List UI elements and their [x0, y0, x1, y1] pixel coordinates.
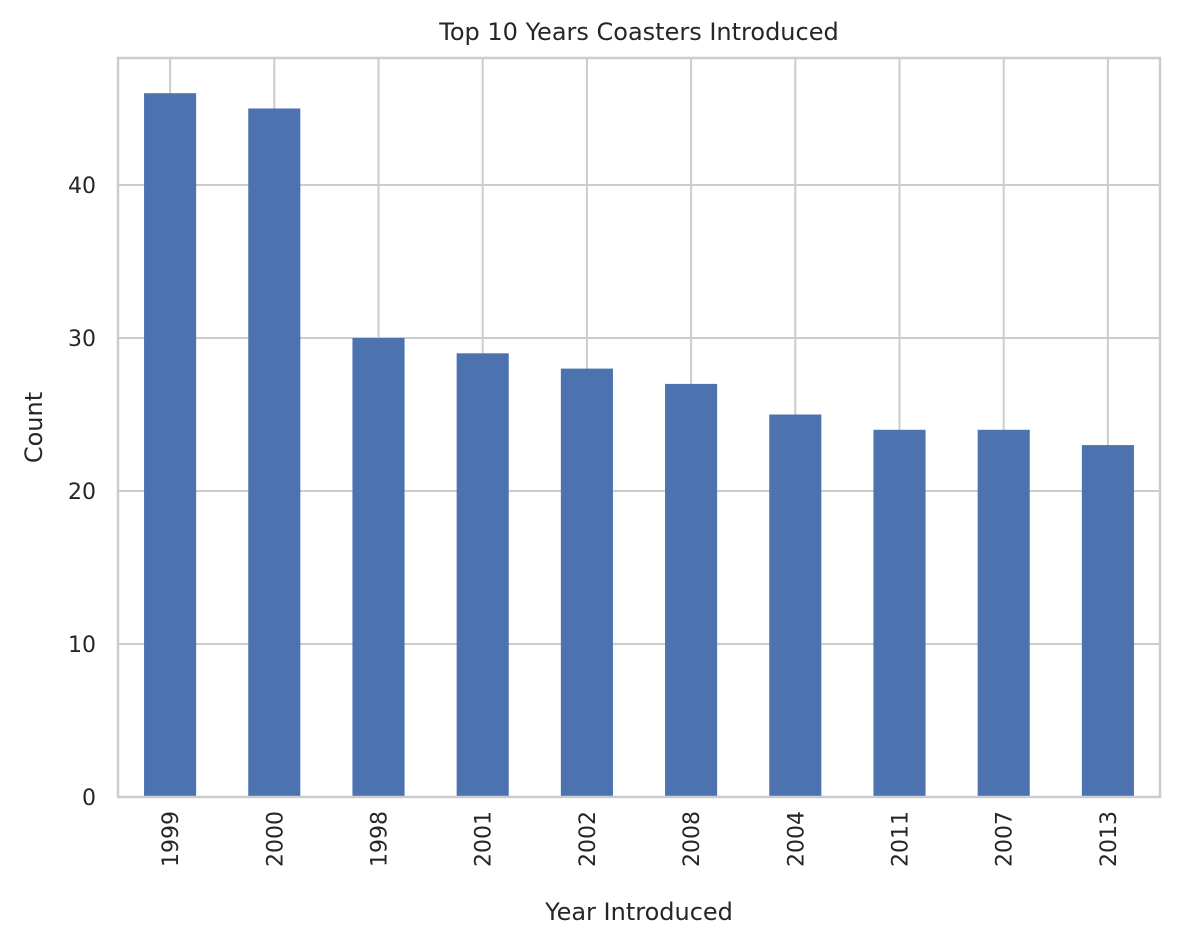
y-tick-label: 0	[82, 786, 96, 811]
x-tick-label: 2000	[263, 811, 288, 867]
x-tick-label: 2004	[784, 811, 809, 867]
chart-title: Top 10 Years Coasters Introduced	[438, 18, 838, 46]
y-tick-label: 20	[68, 480, 96, 505]
y-axis-label: Count	[20, 392, 48, 463]
bar-2004	[769, 414, 822, 797]
bar-1999	[144, 93, 197, 797]
x-tick-label: 2011	[889, 811, 914, 867]
bar-2011	[873, 429, 926, 797]
x-axis-label: Year Introduced	[544, 898, 733, 926]
bar-series	[144, 93, 1134, 798]
x-tick-label: 2008	[680, 811, 705, 867]
bar-2001	[456, 353, 509, 797]
bar-2008	[665, 383, 718, 797]
plot-frame	[116, 56, 1162, 799]
bar-2007	[977, 429, 1030, 797]
x-tick-label: 2007	[993, 811, 1018, 867]
x-axis-ticks: 1999 2000 1998 2001 2002 2008 2004 2011 2007 2013	[159, 811, 1122, 867]
bar-2002	[560, 368, 613, 797]
y-tick-label: 10	[68, 633, 96, 658]
x-tick-label: 2001	[472, 811, 497, 867]
y-tick-label: 40	[68, 174, 96, 199]
x-tick-label: 1998	[368, 811, 393, 867]
bar-1998	[352, 337, 405, 797]
bar-2000	[248, 108, 301, 798]
x-tick-label: 1999	[159, 811, 184, 867]
y-tick-label: 30	[68, 327, 96, 352]
bar-2013	[1081, 445, 1134, 797]
x-tick-label: 2002	[576, 811, 601, 867]
y-axis-ticks: 0 10 20 30 40	[68, 174, 96, 811]
x-tick-label: 2013	[1097, 811, 1122, 867]
